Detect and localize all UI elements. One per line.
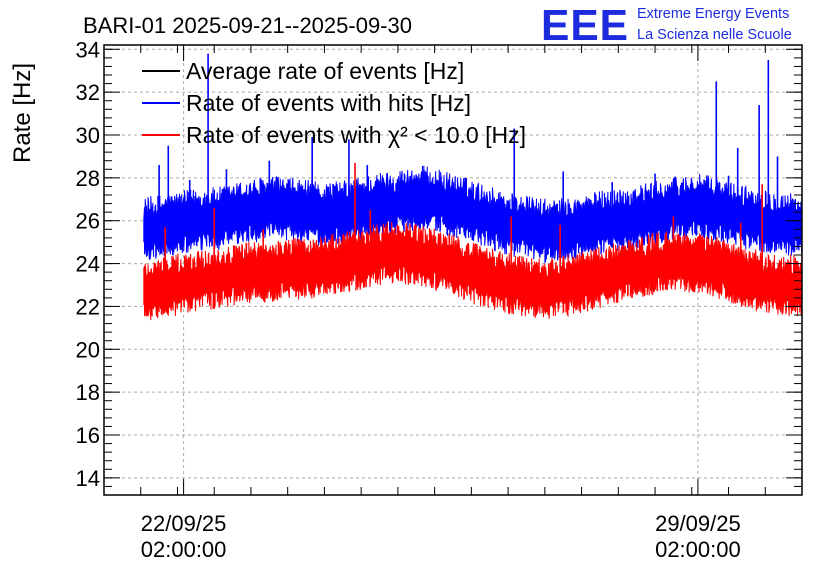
y-axis: 14 16 18 20 22 24 26 28 30 32 34 — [76, 37, 802, 496]
y-tick-label: 20 — [76, 337, 100, 362]
plot-border — [103, 44, 803, 496]
y-tick-label: 24 — [76, 252, 100, 277]
legend-label-chi2: Rate of events with χ² < 10.0 [Hz] — [186, 122, 526, 148]
y-tick-label: 14 — [76, 466, 100, 491]
logo-line-1: Extreme Energy Events — [637, 6, 789, 22]
series-hits-line — [143, 165, 803, 264]
y-tick-label: 26 — [76, 209, 100, 234]
y-tick-label: 30 — [76, 123, 100, 148]
x-tick-time: 02:00:00 — [655, 537, 741, 562]
legend-item-hits: Rate of events with hits [Hz] — [142, 90, 471, 116]
x-tick-date: 29/09/25 — [655, 511, 741, 536]
x-tick-time: 02:00:00 — [141, 537, 227, 562]
series-layer — [143, 53, 803, 321]
legend-label-hits: Rate of events with hits [Hz] — [186, 90, 471, 116]
logo-mark: EEE — [541, 1, 629, 50]
x-tick-date: 22/09/25 — [141, 511, 227, 536]
y-axis-label: Rate [Hz] — [9, 63, 36, 163]
y-tick-label: 22 — [76, 294, 100, 319]
y-tick-label: 18 — [76, 380, 100, 405]
y-tick-label: 34 — [76, 37, 100, 62]
legend-item-average: Average rate of events [Hz] — [142, 58, 464, 84]
legend-item-chi2: Rate of events with χ² < 10.0 [Hz] — [142, 122, 526, 148]
legend-label-average: Average rate of events [Hz] — [186, 58, 464, 84]
y-tick-label: 32 — [76, 80, 100, 105]
series-chi2-line — [143, 221, 803, 321]
logo-line-2: La Scienza nelle Scuole — [637, 27, 792, 43]
y-tick-label: 16 — [76, 423, 100, 448]
chart-title: BARI-01 2025-09-21--2025-09-30 — [83, 13, 412, 38]
plot-frame — [103, 44, 803, 496]
eee-logo: EEE Extreme Energy Events La Scienza nel… — [541, 1, 792, 50]
legend: Average rate of events [Hz] Rate of even… — [142, 58, 526, 148]
y-tick-label: 28 — [76, 166, 100, 191]
